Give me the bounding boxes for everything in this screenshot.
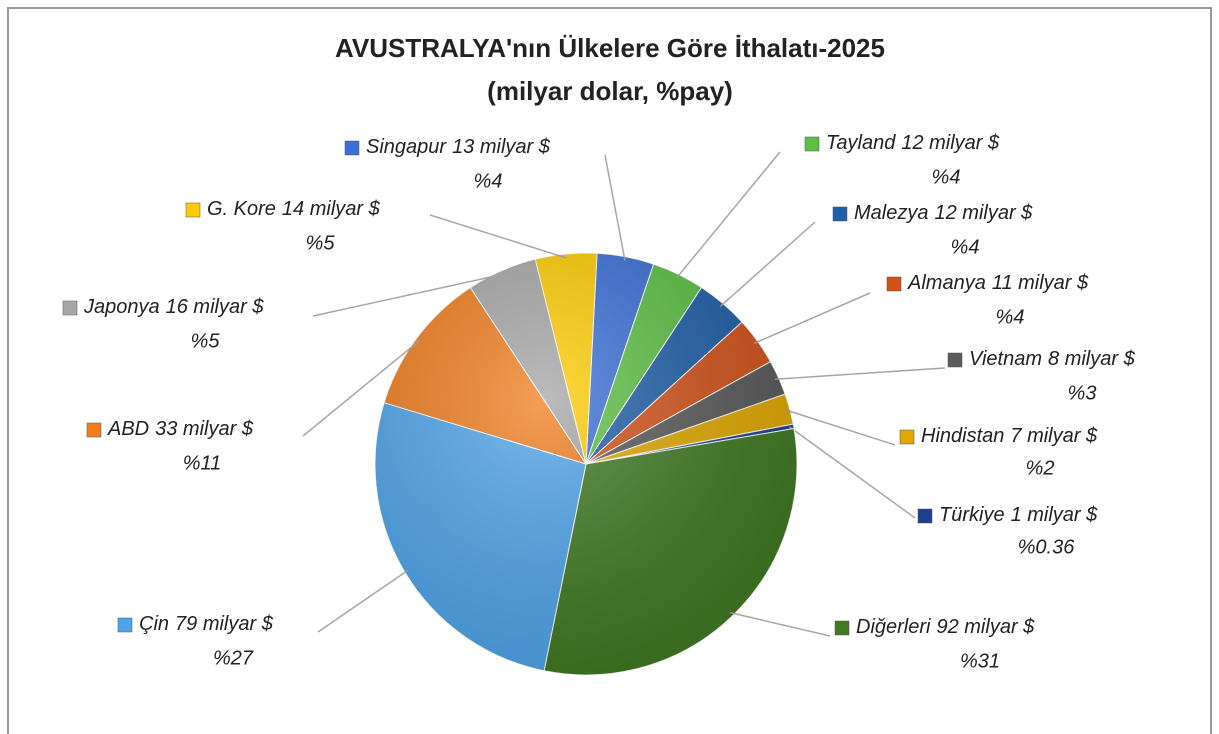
category-name: Singapur	[366, 136, 447, 158]
share-label: %31	[960, 650, 1000, 672]
share-label: %4	[996, 306, 1025, 328]
data-label: Çin 79 milyar $	[139, 613, 274, 635]
legend-swatch	[886, 276, 902, 292]
category-name: Malezya	[854, 202, 928, 224]
data-label: Japonya 16 milyar $	[83, 296, 264, 318]
data-label: G. Kore 14 milyar $	[207, 198, 381, 220]
amount-label: 11 milyar $	[992, 272, 1089, 294]
share-label: %4	[951, 236, 980, 258]
leader-line	[604, 154, 626, 261]
data-label: Türkiye 1 milyar $	[939, 504, 1098, 526]
category-name: Tayland	[826, 132, 896, 154]
amount-label: 14 milyar $	[282, 198, 381, 220]
share-label: %5	[306, 232, 336, 254]
share-label: %11	[183, 452, 222, 474]
category-name: Almanya	[907, 272, 986, 294]
data-label: Tayland 12 milyar $	[826, 132, 1000, 154]
category-name: Türkiye	[939, 504, 1005, 526]
amount-label: 12 milyar $	[901, 132, 1000, 154]
category-name: G. Kore	[207, 198, 276, 220]
leader-line	[785, 409, 896, 446]
share-label: %5	[191, 330, 221, 352]
data-label: Vietnam 8 milyar $	[969, 348, 1136, 370]
amount-label: 79 milyar $	[175, 613, 274, 635]
data-label: Hindistan 7 milyar $	[921, 425, 1098, 447]
category-name: Vietnam	[969, 348, 1042, 370]
amount-label: 92 milyar $	[936, 616, 1035, 638]
legend-swatch	[917, 508, 933, 524]
legend-swatch	[947, 352, 963, 368]
leader-line	[774, 367, 946, 380]
amount-label: 12 milyar $	[934, 202, 1033, 224]
legend-swatch	[834, 620, 850, 636]
data-label: Malezya 12 milyar $	[854, 202, 1033, 224]
data-label: ABD 33 milyar $	[107, 418, 254, 440]
share-label: %4	[932, 166, 961, 188]
legend-swatch	[117, 617, 133, 633]
share-label: %0.36	[1018, 536, 1076, 558]
amount-label: 16 milyar $	[166, 296, 265, 318]
legend-swatch	[804, 136, 820, 152]
amount-label: 7 milyar $	[1010, 425, 1098, 447]
legend-swatch	[185, 202, 201, 218]
legend-swatch	[899, 429, 915, 445]
data-label: Singapur 13 milyar $	[366, 136, 551, 158]
chart-subtitle: (milyar dolar, %pay)	[487, 76, 733, 106]
category-name: Çin	[139, 613, 169, 635]
category-name: Hindistan	[921, 425, 1004, 447]
data-label: Almanya 11 milyar $	[907, 272, 1089, 294]
legend-swatch	[344, 140, 360, 156]
amount-label: 8 milyar $	[1048, 348, 1136, 370]
amount-label: 1 milyar $	[1011, 504, 1099, 526]
amount-label: 13 milyar $	[452, 136, 551, 158]
legend-swatch	[86, 422, 102, 438]
leader-line	[429, 214, 567, 259]
category-name: Diğerleri	[856, 616, 931, 638]
legend-swatch	[832, 206, 848, 222]
data-label: Diğerleri 92 milyar $	[856, 616, 1035, 638]
share-label: %3	[1068, 382, 1097, 404]
share-label: %4	[474, 170, 503, 192]
category-name: ABD	[107, 418, 149, 440]
chart-title: AVUSTRALYA'nın Ülkelere Göre İthalatı-20…	[335, 33, 885, 63]
share-label: %27	[213, 647, 254, 669]
legend-swatch	[62, 300, 78, 316]
share-label: %2	[1026, 457, 1055, 479]
leader-line	[789, 426, 916, 519]
amount-label: 33 milyar $	[155, 418, 254, 440]
category-name: Japonya	[83, 296, 160, 318]
